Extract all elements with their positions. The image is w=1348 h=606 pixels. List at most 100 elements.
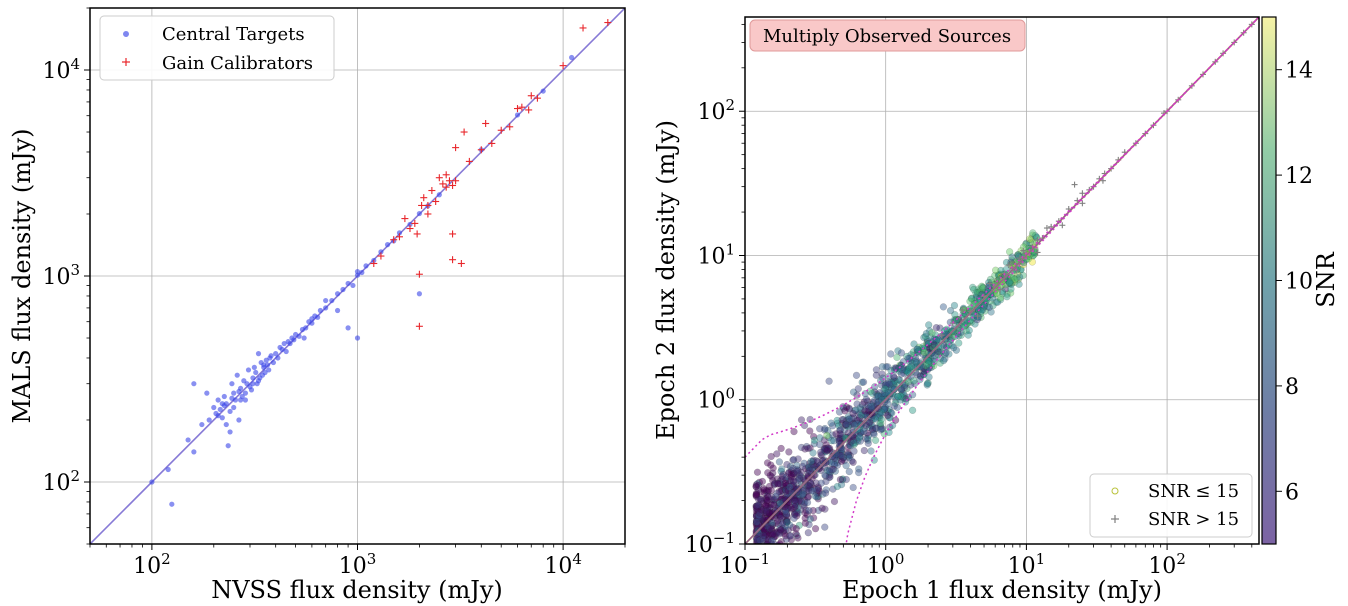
snr-low-point (781, 526, 789, 534)
snr-low-point (810, 436, 819, 444)
snr-low-point (807, 457, 815, 466)
colorbar-ticks: 6 8 10 12 14 (1276, 59, 1313, 505)
snr-low-point (767, 486, 775, 495)
snr-low-point (755, 501, 763, 510)
gain-calibrator-point (449, 182, 457, 190)
left-y-tick-label: 103 (42, 261, 80, 290)
snr-low-point (849, 439, 858, 447)
snr-low-point (804, 444, 812, 453)
snr-low-point (905, 354, 914, 362)
central-target-point (245, 367, 252, 373)
snr-low-point (777, 486, 786, 495)
snr-low-point (877, 408, 886, 416)
snr-low-point (790, 505, 798, 513)
snr-low-point (752, 534, 761, 543)
snr-low-point (794, 476, 803, 484)
snr-low-point (779, 518, 787, 527)
snr-low-point (761, 501, 770, 510)
central-target-point (221, 393, 227, 400)
snr-low-point (979, 284, 987, 292)
snr-low-point (783, 492, 791, 500)
snr-low-point (771, 479, 779, 487)
snr-low-point (756, 503, 765, 511)
snr-low-point (823, 431, 831, 440)
snr-low-point (909, 348, 918, 356)
snr-low-point (869, 402, 877, 410)
snr-low-point (923, 336, 932, 344)
snr-low-point (859, 378, 868, 386)
snr-low-point (770, 481, 778, 489)
snr-low-point (787, 473, 795, 481)
central-target-point (309, 320, 315, 326)
snr-low-point (924, 379, 932, 387)
snr-low-point (795, 474, 804, 482)
snr-low-point (762, 506, 770, 515)
snr-low-point (805, 486, 813, 495)
snr-low-point (970, 285, 978, 294)
central-target-point (236, 388, 242, 395)
snr-low-point (804, 463, 813, 471)
central-target-point (237, 397, 244, 403)
snr-low-point (894, 392, 902, 400)
snr-low-point (799, 491, 807, 500)
snr-low-point (833, 482, 842, 491)
snr-low-point (864, 402, 872, 410)
snr-low-point (807, 481, 816, 489)
snr-low-point (872, 366, 881, 374)
snr-low-point (774, 480, 782, 488)
snr-low-point (939, 356, 948, 365)
snr-low-point (798, 480, 806, 488)
snr-low-point (825, 467, 834, 476)
snr-low-point (867, 405, 876, 413)
right-x-tick-label: 102 (1148, 550, 1186, 579)
snr-low-point (848, 457, 856, 465)
snr-low-point (764, 522, 772, 530)
snr-low-point (770, 495, 779, 503)
snr-low-point (776, 550, 783, 557)
snr-low-point (997, 266, 1005, 275)
left-x-tick-label: 102 (133, 550, 171, 579)
snr-low-point (790, 427, 798, 436)
snr-low-point (913, 345, 921, 353)
snr-low-point (1022, 240, 1030, 248)
snr-low-point (950, 324, 958, 332)
snr-low-point (755, 520, 763, 528)
colorbar-label: SNR (1312, 251, 1340, 307)
snr-low-point (809, 460, 817, 469)
snr-low-point (806, 483, 814, 492)
snr-low-point (820, 436, 828, 444)
snr-low-point (777, 488, 785, 496)
snr-low-point (782, 511, 791, 519)
snr-low-point (752, 490, 761, 499)
snr-low-point (782, 475, 790, 483)
gain-calibrator-point (420, 194, 428, 202)
snr-low-point (874, 391, 882, 399)
snr-low-point (877, 399, 885, 407)
snr-low-point (896, 392, 905, 400)
snr-low-point (805, 459, 814, 468)
snr-low-point (867, 402, 875, 411)
snr-low-point (791, 509, 799, 517)
snr-low-point (923, 339, 931, 348)
snr-low-point (855, 468, 863, 477)
snr-low-point (801, 509, 809, 517)
central-target-point (149, 479, 155, 485)
right-axes-frame (744, 16, 1260, 545)
snr-low-point (833, 461, 842, 469)
snr-low-point (968, 283, 977, 291)
snr-low-point (755, 478, 764, 486)
snr-low-point (799, 474, 808, 483)
snr-low-point (823, 466, 832, 475)
snr-low-point (809, 456, 818, 464)
snr-low-point (772, 528, 781, 536)
snr-low-point (921, 362, 930, 370)
snr-low-point (844, 449, 852, 457)
snr-low-point (778, 465, 786, 473)
snr-low-point (793, 467, 801, 476)
snr-low-point (816, 425, 824, 433)
snr-low-point (923, 381, 931, 389)
snr-low-point (868, 416, 876, 424)
gain-calibrator-point (418, 201, 426, 209)
snr-low-point (819, 490, 827, 498)
lower-envelope-line (845, 17, 1259, 544)
